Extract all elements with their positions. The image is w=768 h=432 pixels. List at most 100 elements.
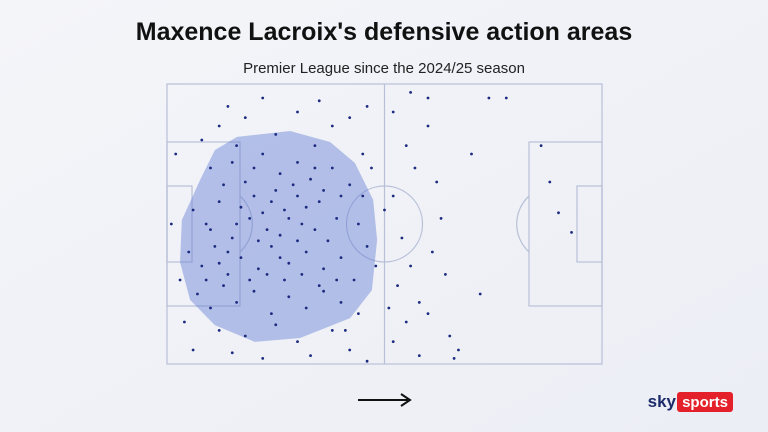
action-point xyxy=(261,211,265,215)
action-point xyxy=(348,116,352,119)
action-point xyxy=(265,228,269,232)
action-point xyxy=(243,116,247,119)
action-point xyxy=(183,320,186,324)
action-point xyxy=(322,289,325,293)
action-point xyxy=(243,334,247,338)
action-point xyxy=(387,306,391,310)
action-point xyxy=(339,256,343,259)
action-point xyxy=(361,152,365,156)
action-point xyxy=(391,194,395,198)
action-point xyxy=(191,348,195,352)
brand-sports: sports xyxy=(682,394,728,411)
action-point xyxy=(274,323,278,327)
direction-arrow xyxy=(358,393,412,407)
action-point xyxy=(256,239,260,243)
action-point xyxy=(339,194,343,198)
action-point xyxy=(222,183,225,187)
action-point xyxy=(252,166,256,170)
action-point xyxy=(313,144,317,148)
action-point xyxy=(330,124,334,128)
action-point xyxy=(248,217,252,220)
action-point xyxy=(391,110,395,114)
action-point xyxy=(470,152,473,156)
action-point xyxy=(539,144,543,148)
action-point xyxy=(570,231,573,234)
action-point xyxy=(452,357,456,360)
action-point xyxy=(304,250,308,254)
action-point xyxy=(296,340,299,343)
action-point xyxy=(357,222,360,226)
action-point xyxy=(291,183,295,187)
action-point xyxy=(404,144,408,148)
action-point xyxy=(300,222,304,226)
action-point xyxy=(322,267,325,271)
action-point xyxy=(457,348,460,352)
action-point xyxy=(313,228,317,232)
action-point xyxy=(274,133,278,136)
action-point xyxy=(235,144,239,148)
action-point xyxy=(383,208,386,212)
action-point xyxy=(317,284,321,287)
action-point xyxy=(444,273,447,276)
action-point xyxy=(330,166,334,170)
action-point xyxy=(230,351,234,355)
action-point xyxy=(304,306,308,310)
action-point xyxy=(300,273,304,276)
action-point xyxy=(304,205,308,209)
action-point xyxy=(230,161,234,164)
action-point xyxy=(217,200,221,204)
action-point xyxy=(296,161,299,164)
action-point xyxy=(478,292,482,296)
action-point xyxy=(348,348,352,352)
action-point xyxy=(261,357,265,360)
action-point xyxy=(409,264,412,268)
action-point xyxy=(396,284,399,287)
action-point xyxy=(235,222,239,226)
action-area xyxy=(180,131,378,342)
action-point xyxy=(252,194,256,198)
action-point xyxy=(430,250,434,254)
action-point xyxy=(361,194,365,198)
action-point xyxy=(278,172,282,176)
action-point xyxy=(222,284,225,287)
action-point xyxy=(313,166,317,170)
action-point xyxy=(365,105,369,108)
action-point xyxy=(309,354,312,357)
action-point xyxy=(435,180,439,184)
brand-badge xyxy=(677,392,733,412)
action-point xyxy=(239,205,243,209)
action-point xyxy=(287,295,291,299)
action-point xyxy=(270,200,273,204)
action-point xyxy=(296,194,299,198)
action-point xyxy=(204,278,208,282)
action-point xyxy=(209,166,212,170)
action-point xyxy=(352,278,356,282)
action-point xyxy=(270,312,273,315)
action-point xyxy=(283,208,286,212)
action-point xyxy=(557,211,560,215)
action-point xyxy=(326,239,330,243)
action-point xyxy=(274,189,278,192)
action-point xyxy=(357,312,360,315)
action-point xyxy=(448,334,452,338)
action-point xyxy=(335,217,339,220)
action-point xyxy=(409,91,412,94)
chart-title: Maxence Lacroix's defensive action areas xyxy=(136,18,632,46)
action-point xyxy=(204,222,208,226)
chart-subtitle: Premier League since the 2024/25 season xyxy=(243,60,525,77)
action-point xyxy=(391,340,395,343)
action-point xyxy=(256,267,260,271)
action-point xyxy=(317,200,321,204)
action-point xyxy=(248,278,252,282)
action-point xyxy=(287,261,291,265)
action-point xyxy=(209,228,212,232)
action-point xyxy=(426,96,430,100)
action-point xyxy=(426,124,430,128)
action-point xyxy=(335,278,339,282)
action-point xyxy=(404,320,408,324)
action-point xyxy=(309,177,312,181)
action-point xyxy=(178,278,182,282)
action-point xyxy=(252,289,256,293)
action-point xyxy=(261,96,265,100)
